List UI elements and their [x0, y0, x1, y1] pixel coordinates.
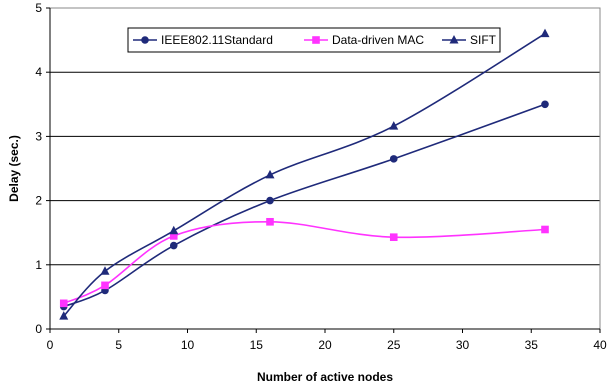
data-point: [540, 28, 550, 38]
legend-label: IEEE802.11Standard: [161, 33, 273, 47]
data-point: [541, 225, 549, 234]
series-line: [63, 32, 546, 317]
data-point: [541, 100, 549, 109]
y-tick-label: 0: [35, 322, 42, 336]
y-axis-title: Delay (sec.): [7, 135, 21, 202]
data-point: [169, 225, 179, 235]
data-point: [59, 311, 69, 320]
x-tick-label: 35: [525, 338, 539, 352]
data-point: [265, 169, 275, 179]
legend-marker: [312, 36, 320, 44]
legend-entry: SIFT: [442, 33, 497, 47]
legend-entry: Data-driven MAC: [304, 33, 424, 47]
x-tick-label: 0: [47, 338, 54, 352]
axes: 0 1 2 3 4 5 0 5 10 15 20 25 30 35 40: [35, 1, 607, 352]
x-tick-label: 10: [181, 338, 195, 352]
y-tick-label: 4: [35, 65, 42, 79]
x-axis-title: Number of active nodes: [257, 370, 393, 384]
legend-label: SIFT: [470, 33, 497, 47]
x-tick-label: 40: [593, 338, 607, 352]
data-point: [389, 121, 399, 130]
data-point: [169, 232, 178, 240]
y-tick-label: 3: [35, 129, 42, 143]
series-layer: [59, 28, 550, 320]
legend-marker: [449, 35, 459, 44]
series-0: [59, 100, 549, 311]
data-point: [100, 266, 110, 275]
data-point: [169, 241, 178, 250]
series-line: [63, 220, 546, 305]
data-point: [266, 217, 274, 226]
legend-marker: [141, 36, 149, 44]
y-tick-label: 1: [35, 258, 42, 272]
x-tick-label: 15: [250, 338, 264, 352]
series-2: [59, 28, 550, 320]
series-1: [59, 217, 549, 308]
x-tick-label: 20: [318, 338, 332, 352]
x-tick-label: 25: [387, 338, 401, 352]
legend-entry: IEEE802.11Standard: [133, 33, 273, 47]
x-tick-label: 5: [115, 338, 122, 352]
data-point: [389, 233, 398, 241]
y-tick-label: 5: [35, 1, 42, 15]
plot-area-frame: [49, 7, 601, 330]
data-point: [59, 299, 68, 308]
y-tick-label: 2: [35, 194, 42, 208]
x-tick-label: 30: [456, 338, 470, 352]
legend: IEEE802.11Standard Data-driven MAC SIFT: [127, 27, 501, 53]
series-line: [63, 103, 546, 308]
data-point: [389, 155, 398, 163]
data-point: [266, 196, 274, 205]
legend-label: Data-driven MAC: [332, 33, 424, 47]
data-point: [101, 281, 109, 290]
